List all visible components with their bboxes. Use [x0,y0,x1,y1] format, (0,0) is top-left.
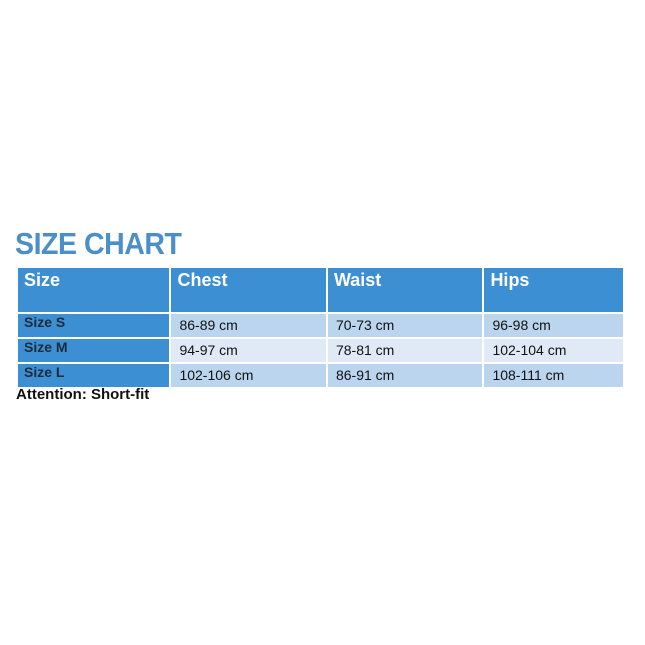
chest-cell: 94-97 cm [169,337,328,364]
row-label: Size S [15,312,172,339]
attention-note: Attention: Short-fit [16,386,150,403]
waist-cell: 86-91 cm [325,362,485,389]
header-waist: Waist [325,266,485,314]
row-label: Size M [15,337,172,364]
chest-cell: 102-106 cm [169,362,328,389]
waist-cell: 70-73 cm [325,312,485,339]
waist-cell: 78-81 cm [325,337,485,364]
size-chart-title: SIZE CHART [15,226,182,261]
hips-cell: 96-98 cm [482,312,625,339]
chest-cell: 86-89 cm [169,312,328,339]
hips-cell: 102-104 cm [482,337,625,364]
hips-cell: 108-111 cm [482,362,625,389]
table-row: Size L 102-106 cm 86-91 cm 108-111 cm [15,362,625,389]
header-hips: Hips [482,266,625,314]
table-header-row: Size Chest Waist Hips [15,266,625,314]
table-row: Size S 86-89 cm 70-73 cm 96-98 cm [15,312,625,339]
row-label: Size L [15,362,172,389]
header-size: Size [15,266,172,314]
table-row: Size M 94-97 cm 78-81 cm 102-104 cm [15,337,625,364]
size-table: Size Chest Waist Hips Size S 86-89 cm 70… [15,266,625,389]
header-chest: Chest [169,266,328,314]
